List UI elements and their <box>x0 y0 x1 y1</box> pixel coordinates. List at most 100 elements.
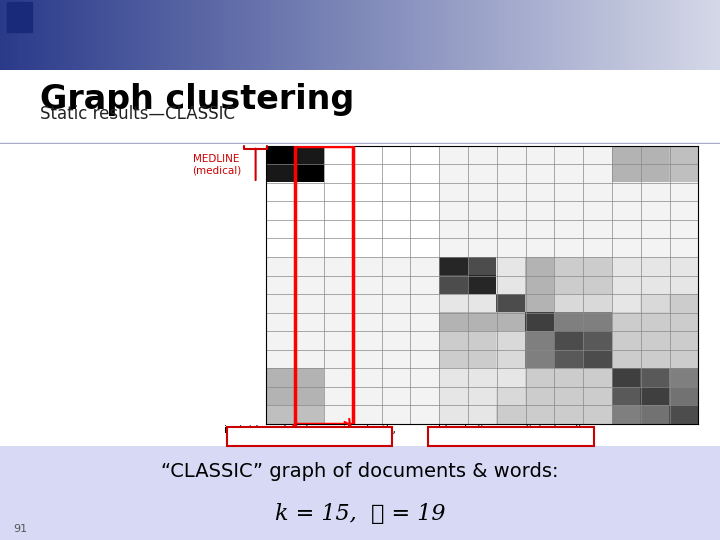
Bar <box>401 0 404 70</box>
Bar <box>437 0 440 70</box>
Bar <box>473 0 476 70</box>
Bar <box>125 0 128 70</box>
Bar <box>387 0 390 70</box>
Bar <box>14 0 17 70</box>
Bar <box>149 0 152 70</box>
Bar <box>679 0 683 70</box>
Bar <box>477 0 481 70</box>
Bar <box>29 0 32 70</box>
Bar <box>391 0 395 70</box>
Bar <box>72 0 75 70</box>
Bar <box>110 0 114 70</box>
Bar <box>333 0 337 70</box>
Text: blood, disease, clinical, cell,
tissue, patient: blood, disease, clinical, cell, tissue, … <box>438 426 585 447</box>
Bar <box>420 0 423 70</box>
Bar <box>63 0 66 70</box>
Bar <box>178 0 181 70</box>
Bar <box>5 0 8 70</box>
Bar <box>53 0 56 70</box>
Bar <box>173 0 176 70</box>
Bar <box>264 0 267 70</box>
Bar <box>499 0 503 70</box>
Bar <box>533 0 536 70</box>
Bar <box>180 0 183 70</box>
Bar <box>89 0 92 70</box>
Bar <box>79 0 82 70</box>
Bar <box>117 0 121 70</box>
Bar <box>358 0 361 70</box>
Bar <box>319 0 323 70</box>
Bar <box>410 0 413 70</box>
Bar <box>531 0 534 70</box>
Bar <box>372 0 375 70</box>
Bar <box>24 0 27 70</box>
Bar <box>689 0 692 70</box>
Bar <box>506 0 510 70</box>
Bar <box>528 0 531 70</box>
Bar <box>34 0 37 70</box>
Bar <box>634 0 636 70</box>
Bar <box>135 0 138 70</box>
Bar <box>182 0 186 70</box>
Bar <box>691 0 694 70</box>
Bar <box>326 0 330 70</box>
Bar <box>463 0 467 70</box>
Bar <box>581 0 584 70</box>
Bar <box>396 0 399 70</box>
Bar <box>718 0 720 70</box>
Bar <box>398 0 402 70</box>
Bar <box>677 0 680 70</box>
Bar <box>423 0 426 70</box>
Bar <box>67 0 71 70</box>
FancyBboxPatch shape <box>428 427 594 446</box>
Bar <box>523 0 526 70</box>
Bar <box>593 0 596 70</box>
Bar <box>444 0 447 70</box>
Bar <box>202 0 204 70</box>
Bar <box>70 0 73 70</box>
Bar <box>166 0 168 70</box>
Bar <box>168 0 171 70</box>
Bar <box>257 0 260 70</box>
Bar <box>562 0 564 70</box>
Bar <box>639 0 642 70</box>
Bar <box>288 0 291 70</box>
Bar <box>259 0 262 70</box>
Bar <box>516 0 519 70</box>
Bar <box>41 0 44 70</box>
Bar <box>341 0 344 70</box>
Bar <box>48 0 51 70</box>
Bar <box>434 0 438 70</box>
Bar <box>432 0 435 70</box>
Bar <box>261 0 265 70</box>
Text: 91: 91 <box>13 524 27 535</box>
Bar <box>324 0 327 70</box>
Bar <box>274 0 276 70</box>
Bar <box>461 0 464 70</box>
Bar <box>300 0 303 70</box>
Bar <box>187 0 190 70</box>
Bar <box>122 0 125 70</box>
Bar <box>175 0 179 70</box>
Bar <box>441 0 445 70</box>
Bar <box>682 0 685 70</box>
Bar <box>511 0 514 70</box>
Bar <box>418 0 420 70</box>
Bar <box>379 0 382 70</box>
Bar <box>286 0 289 70</box>
Bar <box>559 0 562 70</box>
Bar <box>271 0 274 70</box>
Bar <box>696 0 699 70</box>
Bar <box>329 0 332 70</box>
Bar <box>295 146 353 424</box>
Bar <box>449 0 452 70</box>
Bar <box>276 0 279 70</box>
Bar <box>706 0 708 70</box>
Bar <box>81 0 85 70</box>
Bar <box>343 0 346 70</box>
Bar <box>211 0 215 70</box>
Bar <box>36 0 39 70</box>
Bar <box>207 0 210 70</box>
Bar <box>470 0 474 70</box>
Bar <box>146 0 150 70</box>
